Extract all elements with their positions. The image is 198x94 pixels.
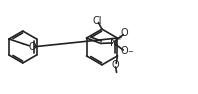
Text: Cl: Cl [93,16,102,26]
Text: −: − [128,49,134,55]
Text: O: O [112,60,119,70]
Text: O: O [28,42,36,52]
Text: N: N [110,38,118,48]
Text: O: O [121,28,129,38]
Text: O: O [121,46,129,56]
Text: +: + [116,35,122,41]
